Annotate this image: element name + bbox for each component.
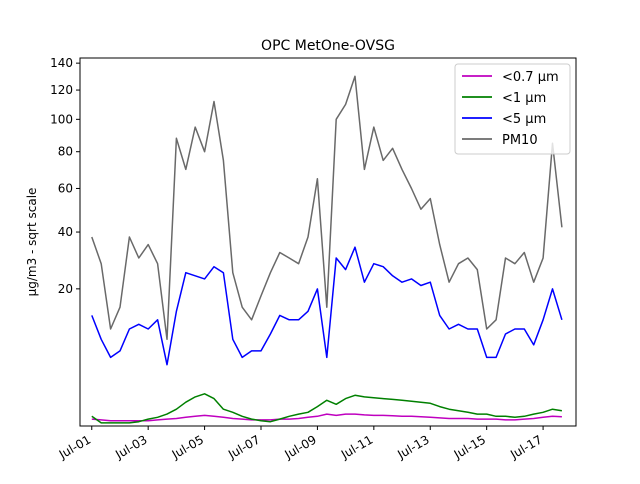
y-tick-label: 120 [50,83,73,97]
plot-frame [79,57,577,427]
x-tick-label: Jul-13 [394,432,431,462]
y-tick-label: 60 [58,181,73,195]
series-line-0 [91,413,562,422]
y-tick-label: 20 [58,282,73,296]
series-line-3 [91,75,563,341]
x-tick-label: Jul-01 [56,432,93,462]
y-tick-label: 40 [58,225,73,239]
series-line-2 [91,246,563,366]
series-line-1 [91,393,563,424]
legend-entry: <0.7 µm [502,70,559,85]
x-tick-label: Jul-17 [507,432,544,462]
series-lines [91,75,563,424]
legend-entry: PM10 [502,133,538,148]
legend-entry: <1 µm [502,91,546,106]
chart-title: OPC MetOne-OVSG [261,38,395,54]
y-tick-label: 140 [50,56,73,70]
y-axis-label: µg/m3 - sqrt scale [25,188,39,297]
x-tick-label: Jul-11 [338,432,375,462]
x-tick-label: Jul-03 [112,432,149,462]
x-tick-label: Jul-15 [451,432,488,462]
y-tick-label: 100 [50,112,73,126]
y-tick-label: 80 [58,145,73,159]
legend-entry: <5 µm [502,112,546,127]
x-tick-label: Jul-05 [169,432,206,462]
legend-box [454,63,571,155]
x-tick-label: Jul-09 [282,432,319,462]
x-tick-label: Jul-07 [225,432,262,462]
legend: <0.7 µm <1 µm <5 µm PM10 [454,63,571,155]
